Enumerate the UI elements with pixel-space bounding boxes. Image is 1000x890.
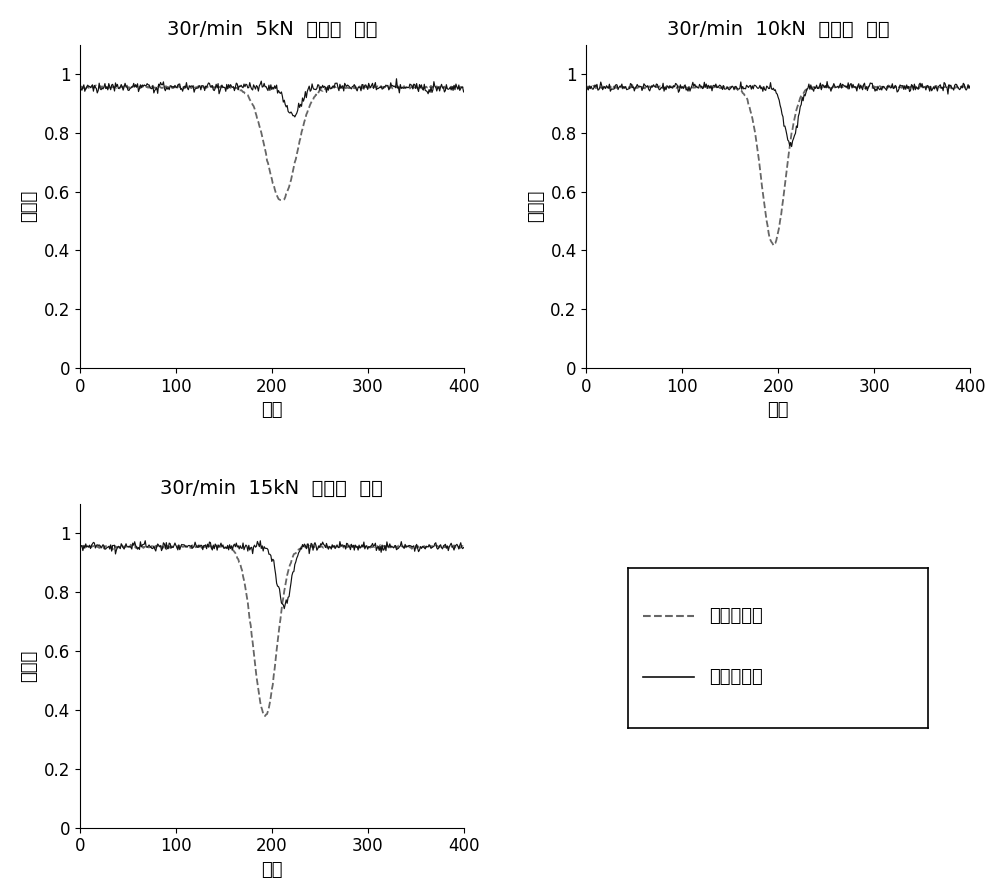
X-axis label: 段数: 段数 — [767, 401, 789, 419]
X-axis label: 段数: 段数 — [261, 401, 283, 419]
Text: 幅値反射率: 幅値反射率 — [709, 607, 763, 625]
Y-axis label: 反射率: 反射率 — [20, 650, 38, 682]
X-axis label: 段数: 段数 — [261, 861, 283, 879]
Title: 30r/min  15kN  反射率  无油: 30r/min 15kN 反射率 无油 — [160, 480, 383, 498]
Y-axis label: 反射率: 反射率 — [527, 190, 545, 222]
Y-axis label: 反射率: 反射率 — [20, 190, 38, 222]
Text: 相位反射率: 相位反射率 — [709, 668, 763, 686]
Title: 30r/min  5kN  反射率  无油: 30r/min 5kN 反射率 无油 — [167, 20, 377, 39]
Title: 30r/min  10kN  反射率  无油: 30r/min 10kN 反射率 无油 — [667, 20, 890, 39]
